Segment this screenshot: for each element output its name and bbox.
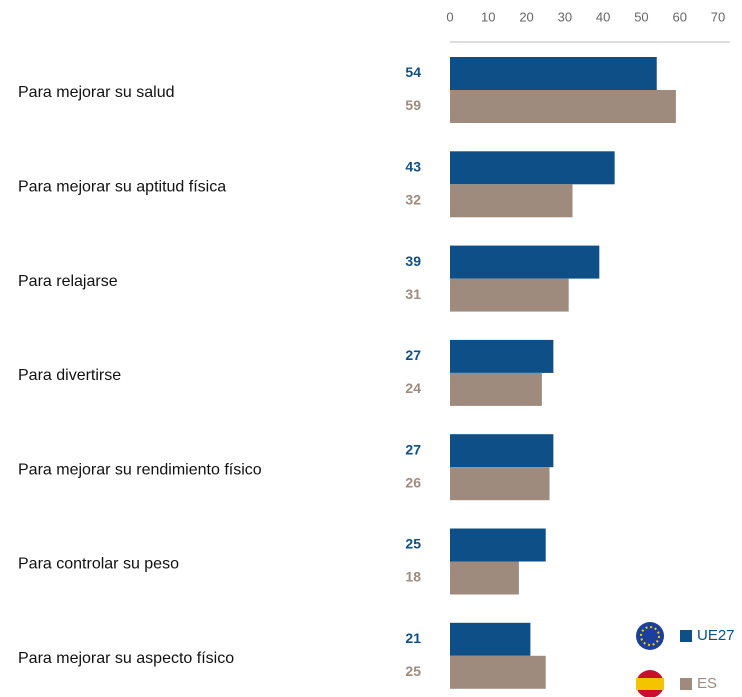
- bar: [450, 622, 531, 656]
- value-label: 31: [405, 286, 421, 302]
- bar: [450, 467, 550, 501]
- x-tick-label: 60: [672, 9, 686, 24]
- flag-eu: [636, 622, 664, 650]
- value-label: 54: [405, 64, 421, 80]
- x-tick-label: 70: [711, 9, 725, 24]
- category-label: Para mejorar su aptitud física: [18, 179, 226, 196]
- value-label: 25: [405, 536, 421, 552]
- flag-es: [636, 670, 664, 697]
- category-label: Para mejorar su aspecto físico: [18, 650, 234, 667]
- x-tick-label: 10: [481, 9, 495, 24]
- value-label: 24: [405, 380, 421, 396]
- bar: [450, 561, 519, 595]
- value-label: 39: [405, 253, 421, 269]
- value-label: 26: [405, 474, 421, 490]
- category-label: Para divertirse: [18, 367, 121, 384]
- bar: [450, 528, 546, 562]
- bar: [450, 184, 573, 218]
- category-label: Para mejorar su salud: [18, 84, 175, 101]
- legend-swatch: [680, 678, 692, 690]
- value-label: 21: [405, 630, 421, 646]
- value-label: 27: [405, 441, 421, 457]
- value-label: 59: [405, 97, 421, 113]
- value-label: 18: [405, 569, 421, 585]
- x-tick-label: 50: [634, 9, 648, 24]
- legend-label: ES: [697, 675, 717, 692]
- x-tick-label: 30: [558, 9, 572, 24]
- value-label: 27: [405, 347, 421, 363]
- bar: [450, 434, 554, 468]
- x-tick-label: 40: [596, 9, 610, 24]
- legend-label: UE27: [697, 627, 735, 644]
- bar: [450, 57, 657, 90]
- bar: [450, 372, 542, 406]
- value-label: 43: [405, 159, 421, 175]
- category-label: Para mejorar su rendimiento físico: [18, 461, 262, 478]
- bar: [450, 278, 569, 312]
- bar: [450, 245, 600, 279]
- legend-swatch: [680, 630, 692, 642]
- bar: [450, 151, 615, 185]
- bar: [450, 339, 554, 373]
- category-label: Para relajarse: [18, 273, 118, 290]
- value-label: 25: [405, 663, 421, 679]
- x-tick-label: 0: [446, 9, 453, 24]
- category-label: Para controlar su peso: [18, 556, 179, 573]
- value-label: 32: [405, 192, 421, 208]
- x-tick-label: 20: [519, 9, 533, 24]
- bar: [450, 90, 676, 123]
- bar: [450, 655, 546, 689]
